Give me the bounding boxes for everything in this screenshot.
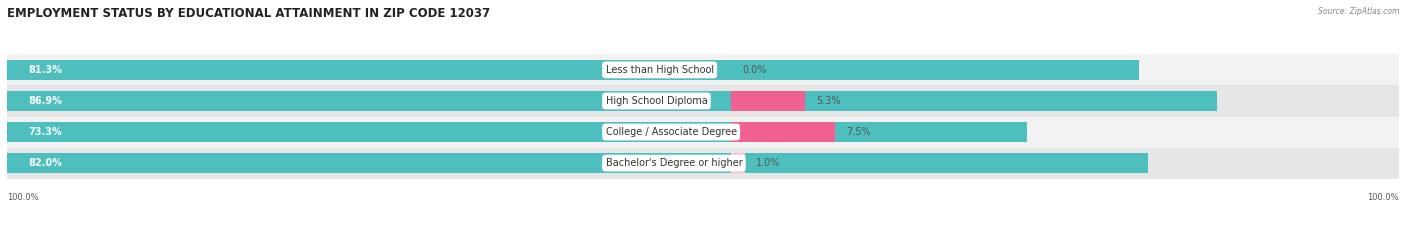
Text: 86.9%: 86.9% [28, 96, 62, 106]
Text: 100.0%: 100.0% [1368, 193, 1399, 202]
Bar [731, 154, 745, 173]
Text: High School Diploma: High School Diploma [606, 96, 707, 106]
Text: 82.0%: 82.0% [28, 158, 62, 168]
Bar [7, 147, 1399, 179]
Text: 81.3%: 81.3% [28, 65, 62, 75]
Text: 0.0%: 0.0% [742, 65, 766, 75]
Bar [731, 122, 835, 142]
Text: EMPLOYMENT STATUS BY EDUCATIONAL ATTAINMENT IN ZIP CODE 12037: EMPLOYMENT STATUS BY EDUCATIONAL ATTAINM… [7, 7, 491, 20]
Bar [7, 86, 1399, 116]
Text: 5.3%: 5.3% [815, 96, 841, 106]
Text: 73.3%: 73.3% [28, 127, 62, 137]
Bar [7, 91, 1216, 111]
Text: Less than High School: Less than High School [606, 65, 714, 75]
Text: 100.0%: 100.0% [7, 193, 38, 202]
Text: 1.0%: 1.0% [756, 158, 780, 168]
Bar [7, 122, 1028, 142]
Bar [7, 60, 1139, 79]
Bar [7, 54, 1399, 86]
Bar [7, 154, 1149, 173]
Text: 7.5%: 7.5% [846, 127, 870, 137]
Bar [7, 116, 1399, 147]
Text: College / Associate Degree: College / Associate Degree [606, 127, 737, 137]
Text: Source: ZipAtlas.com: Source: ZipAtlas.com [1317, 7, 1399, 16]
Text: Bachelor's Degree or higher: Bachelor's Degree or higher [606, 158, 742, 168]
Bar [731, 91, 804, 111]
